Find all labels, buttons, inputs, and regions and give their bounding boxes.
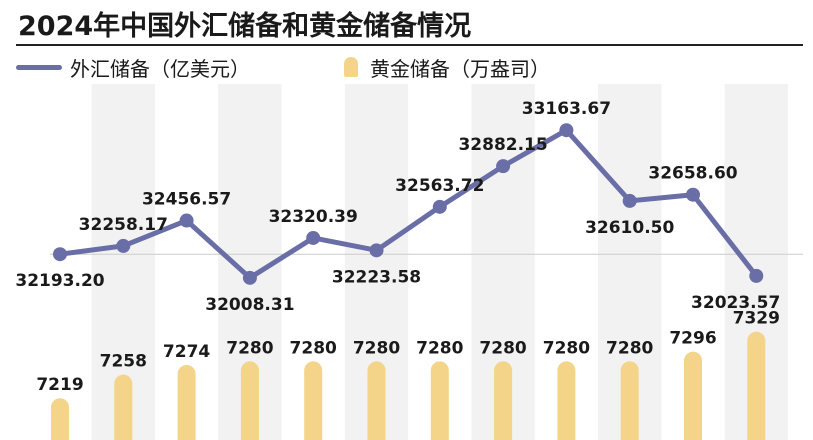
bar — [114, 374, 133, 440]
bar-value-label: 7280 — [353, 338, 400, 358]
bar — [177, 364, 196, 440]
line-value-label: 32023.57 — [691, 293, 780, 313]
line-point — [116, 238, 131, 253]
bar-value-label: 7219 — [36, 375, 83, 395]
line-point — [53, 247, 67, 262]
legend-item-line: 外汇储备（亿美元） — [16, 52, 250, 82]
bar-labels: 7219 7258 7274 7280 7280 7280 7280 7280 7280 7280… — [36, 309, 780, 396]
bar — [304, 361, 323, 440]
line-value-label: 32320.39 — [269, 207, 358, 227]
bar-value-label: 7296 — [669, 329, 716, 349]
bar — [367, 361, 386, 440]
line-point — [242, 270, 257, 285]
line-labels: 32193.20 32258.17 32456.57 32008.31 32320.39… — [15, 99, 780, 315]
line-point — [686, 187, 700, 202]
series-line — [57, 127, 759, 281]
bar-value-label: 7280 — [606, 338, 653, 358]
line-point — [559, 123, 574, 138]
line-point — [432, 199, 447, 214]
line-value-label: 32456.57 — [142, 190, 231, 210]
bar — [684, 351, 702, 440]
bar — [494, 361, 513, 440]
bar-value-label: 7280 — [543, 338, 590, 358]
bar-series — [51, 331, 766, 440]
legend-item-bar: 黄金储备（万盎司） — [344, 52, 550, 82]
line-value-label: 32223.58 — [332, 267, 421, 287]
background-stripes — [91, 84, 788, 440]
bar — [747, 331, 766, 440]
line-series — [57, 127, 759, 281]
line-value-label: 32258.17 — [79, 215, 168, 235]
line-value-label: 32193.20 — [15, 271, 104, 291]
line-value-label: 32610.50 — [585, 218, 674, 238]
bar-value-label: 7280 — [226, 338, 273, 358]
line-point — [749, 268, 764, 283]
line-value-label: 32008.31 — [205, 295, 294, 315]
bar-value-label: 7258 — [100, 352, 147, 372]
line-point — [369, 243, 384, 258]
bar — [557, 361, 576, 440]
bar — [240, 361, 259, 440]
line-points — [53, 123, 764, 285]
bar-value-label: 7280 — [290, 338, 337, 358]
bar-value-label: 7329 — [733, 309, 780, 329]
line-value-label: 32882.15 — [458, 135, 547, 155]
legend-line-label: 外汇储备（亿美元） — [70, 56, 250, 81]
line-point — [306, 230, 321, 245]
line-value-label: 32658.60 — [648, 164, 737, 184]
bar-value-label: 7280 — [479, 338, 526, 358]
bar — [620, 361, 639, 440]
bar-value-label: 7280 — [416, 338, 463, 358]
bar — [51, 398, 69, 440]
legend-bar-swatch — [344, 57, 358, 77]
legend: 外汇储备（亿美元） 黄金储备（万盎司） — [16, 52, 796, 82]
legend-line-swatch — [16, 64, 62, 70]
line-value-label: 32563.72 — [395, 176, 484, 196]
bar — [430, 361, 449, 440]
legend-bar-label: 黄金储备（万盎司） — [370, 56, 550, 81]
chart-title: 2024年中国外汇储备和黄金储备情况 — [18, 11, 472, 42]
bar-value-label: 7274 — [163, 342, 210, 362]
title-divider — [16, 44, 803, 46]
line-value-label: 33163.67 — [522, 99, 611, 119]
line-point — [496, 159, 511, 174]
line-point — [179, 213, 194, 228]
line-point — [622, 193, 637, 208]
